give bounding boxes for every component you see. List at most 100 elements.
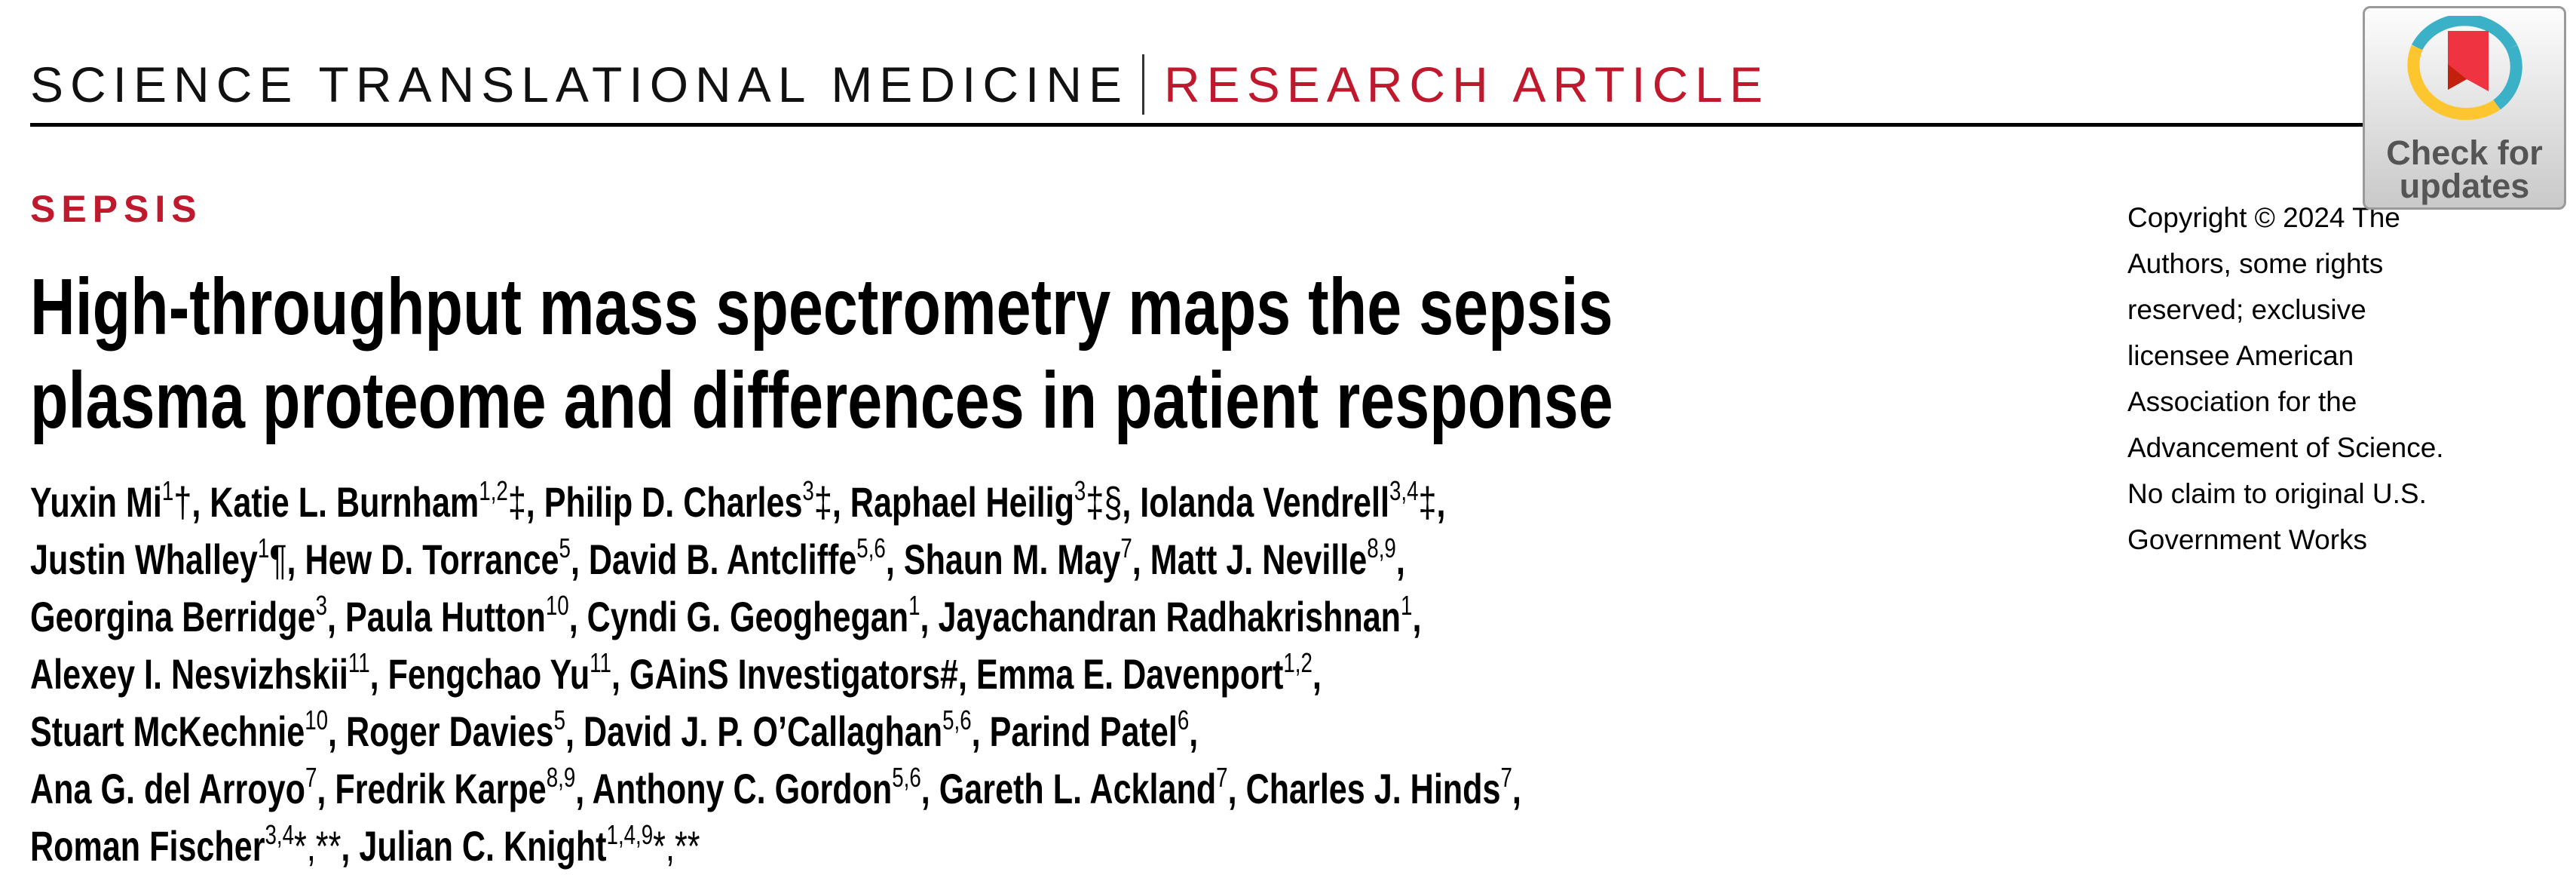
author[interactable]: David B. Antcliffe5,6 [588, 533, 886, 584]
author-note-mark: ‡ [1418, 478, 1437, 526]
copyright-notice: Copyright © 2024 The Authors, some right… [2127, 202, 2444, 555]
author[interactable]: Georgina Berridge3 [30, 592, 327, 641]
affiliation-superscript: 7 [305, 762, 317, 793]
author-name: Philip D. Charles [544, 478, 803, 526]
affiliation-superscript: 3 [1074, 475, 1086, 506]
author-name: Anthony C. Gordon [592, 765, 893, 812]
author-note-mark: *,** [294, 822, 342, 870]
author[interactable]: Philip D. Charles3‡ [544, 477, 832, 526]
author-name: David J. P. O’Callaghan [584, 708, 943, 755]
author-name: Cyndi G. Geoghegan [587, 593, 909, 640]
author-name: Hew D. Torrance [305, 536, 559, 583]
author-name: Julian C. Knight [359, 822, 607, 870]
author-name: Paula Hutton [345, 593, 546, 640]
author-list: Yuxin Mi1†, Katie L. Burnham1,2‡, Philip… [30, 474, 1946, 875]
author-name: Justin Whalley [30, 536, 258, 583]
author-note-mark: ‡ [813, 478, 832, 526]
author[interactable]: Ana G. del Arroyo7 [30, 762, 317, 813]
author-name: Charles J. Hinds [1245, 765, 1501, 812]
affiliation-superscript: 5 [553, 704, 566, 735]
affiliation-superscript: 7 [1216, 762, 1228, 793]
affiliation-superscript: 1,4,9 [606, 819, 654, 850]
author[interactable]: Yuxin Mi1† [30, 475, 191, 526]
check-for-updates-button[interactable]: Check for updates [2363, 6, 2566, 210]
author[interactable]: Paula Hutton10 [345, 590, 569, 641]
author[interactable]: Gareth L. Ackland7 [939, 762, 1228, 813]
author-line: Yuxin Mi1†, Katie L. Burnham1,2‡, Philip… [30, 475, 1446, 526]
affiliation-superscript: 3,4 [265, 819, 295, 850]
author-name: Shaun M. May [903, 536, 1121, 583]
author-name: Parind Patel [989, 708, 1178, 755]
author-note-mark: ‡§ [1086, 478, 1123, 526]
affiliation-superscript: 5,6 [856, 533, 886, 563]
affiliation-superscript: 7 [1500, 762, 1512, 793]
author-name: Fengchao Yu [387, 650, 590, 698]
author-name: Roman Fischer [30, 822, 265, 870]
author[interactable]: Alexey I. Nesvizhskii11 [30, 647, 370, 698]
author[interactable]: Roman Fischer3,4*,** [30, 819, 342, 870]
journal-header: SCIENCE TRANSLATIONAL MEDICINE RESEARCH … [30, 54, 1769, 115]
author-name: Iolanda Vendrell [1140, 478, 1389, 526]
article-title: High-throughput mass spectrometry maps t… [30, 260, 1613, 447]
journal-name: SCIENCE TRANSLATIONAL MEDICINE [30, 57, 1129, 112]
author[interactable]: Katie L. Burnham1,2‡ [210, 475, 526, 526]
affiliation-superscript: 5,6 [892, 762, 921, 793]
author-line: Roman Fischer3,4*,**, Julian C. Knight1,… [30, 819, 700, 870]
author-name: Roger Davies [346, 708, 554, 755]
author[interactable]: Parind Patel6 [989, 707, 1190, 756]
author[interactable]: Jayachandran Radhakrishnan1 [938, 592, 1413, 641]
affiliation-superscript: 1,2 [479, 475, 508, 506]
author-name: David B. Antcliffe [588, 536, 857, 583]
author-name: Alexey I. Nesvizhskii [30, 650, 348, 698]
author[interactable]: GAinS Investigators# [629, 650, 958, 698]
author[interactable]: Roger Davies5 [346, 707, 565, 756]
affiliation-superscript: 10 [305, 704, 329, 735]
author[interactable]: Emma E. Davenport1,2 [976, 649, 1313, 698]
author[interactable]: Raphael Heilig3‡§ [850, 475, 1123, 526]
badge-line-2: updates [2399, 167, 2530, 205]
author-name: Yuxin Mi [30, 478, 162, 526]
author[interactable]: Julian C. Knight1,4,9*,** [359, 819, 700, 870]
author[interactable]: Charles J. Hinds7 [1245, 762, 1512, 813]
affiliation-superscript: 8,9 [1367, 533, 1396, 563]
affiliation-superscript: 11 [590, 647, 611, 678]
author[interactable]: Justin Whalley1¶ [30, 535, 287, 584]
author[interactable]: Cyndi G. Geoghegan1 [587, 592, 920, 641]
header-divider [1142, 54, 1145, 115]
author-name: Matt J. Neville [1150, 536, 1368, 583]
author[interactable]: Stuart McKechnie10 [30, 707, 328, 756]
affiliation-superscript: 1 [161, 475, 174, 506]
author-name: Katie L. Burnham [210, 478, 479, 526]
header-rule [30, 123, 2363, 127]
section-label: SEPSIS [30, 188, 203, 230]
author[interactable]: Iolanda Vendrell3,4‡ [1140, 475, 1437, 526]
author-name: Jayachandran Radhakrishnan [938, 593, 1401, 640]
author[interactable]: Fengchao Yu11 [387, 647, 611, 698]
badge-line-1: Check for [2386, 134, 2543, 172]
affiliation-superscript: 8,9 [546, 762, 576, 793]
author-name: GAinS Investigators# [629, 650, 959, 698]
author[interactable]: Anthony C. Gordon5,6 [592, 762, 921, 813]
author-line: Georgina Berridge3, Paula Hutton10, Cynd… [30, 590, 1422, 641]
affiliation-superscript: 11 [348, 647, 370, 678]
author[interactable]: Shaun M. May7 [903, 535, 1132, 584]
affiliation-superscript: 5,6 [942, 704, 972, 735]
affiliation-superscript: 10 [545, 590, 569, 621]
author-name: Georgina Berridge [30, 593, 316, 640]
affiliation-superscript: 3,4 [1389, 475, 1419, 506]
author-name: Raphael Heilig [850, 478, 1074, 526]
article-type: RESEARCH ARTICLE [1164, 57, 1769, 112]
author-name: Ana G. del Arroyo [30, 765, 305, 812]
title-line-2: plasma proteome and differences in patie… [30, 356, 1613, 445]
bookmark-icon [2407, 16, 2522, 120]
author-line: Ana G. del Arroyo7, Fredrik Karpe8,9, An… [30, 762, 1521, 813]
author-name: Emma E. Davenport [976, 650, 1284, 698]
author[interactable]: Matt J. Neville8,9 [1150, 533, 1396, 584]
author-note-mark: *,** [653, 822, 700, 870]
author[interactable]: David J. P. O’Callaghan5,6 [584, 707, 972, 756]
author-note-mark: ¶ [269, 536, 287, 583]
author[interactable]: Hew D. Torrance5 [305, 535, 570, 584]
author-line: Justin Whalley1¶, Hew D. Torrance5, Davi… [30, 533, 1405, 584]
author-note-mark: ‡ [507, 478, 526, 526]
author[interactable]: Fredrik Karpe8,9 [335, 762, 576, 813]
